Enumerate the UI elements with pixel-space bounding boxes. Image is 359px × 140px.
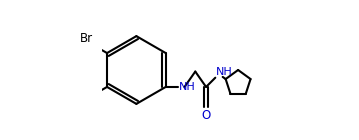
Text: NH: NH bbox=[216, 67, 233, 77]
Text: O: O bbox=[201, 109, 211, 122]
Text: Br: Br bbox=[80, 32, 93, 45]
Text: NH: NH bbox=[178, 82, 195, 92]
